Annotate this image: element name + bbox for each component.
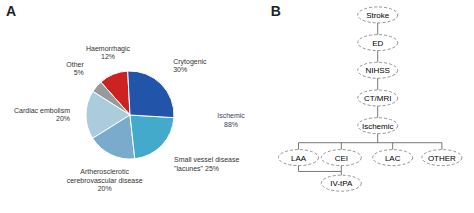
- svg-text:B: B: [271, 3, 281, 19]
- svg-text:CT/MRI: CT/MRI: [364, 94, 392, 103]
- svg-text:Stroke: Stroke: [366, 11, 390, 20]
- svg-text:Haemorrhagic12%: Haemorrhagic12%: [86, 45, 130, 61]
- svg-text:LAA: LAA: [291, 154, 307, 163]
- svg-text:OTHER: OTHER: [428, 154, 456, 163]
- svg-text:Ischemic88%: Ischemic88%: [217, 112, 245, 128]
- svg-text:ED: ED: [372, 39, 383, 48]
- svg-text:NIHSS: NIHSS: [365, 66, 389, 75]
- svg-text:LAC: LAC: [385, 154, 401, 163]
- svg-text:CEI: CEI: [335, 154, 348, 163]
- svg-text:A: A: [8, 3, 16, 19]
- svg-text:Crytogenic30%: Crytogenic30%: [173, 58, 207, 74]
- svg-text:Artheroscleroticcerebrovascula: Artheroscleroticcerebrovascular disease2…: [67, 168, 143, 192]
- svg-text:IV-tPA: IV-tPA: [330, 179, 353, 188]
- svg-text:Other5%: Other5%: [66, 61, 84, 77]
- svg-text:Ischemic: Ischemic: [362, 122, 394, 131]
- svg-text:Small vessel disease"lacunes": Small vessel disease"lacunes" 25%: [174, 156, 239, 172]
- svg-text:Cardiac embolism20%: Cardiac embolism20%: [14, 107, 70, 123]
